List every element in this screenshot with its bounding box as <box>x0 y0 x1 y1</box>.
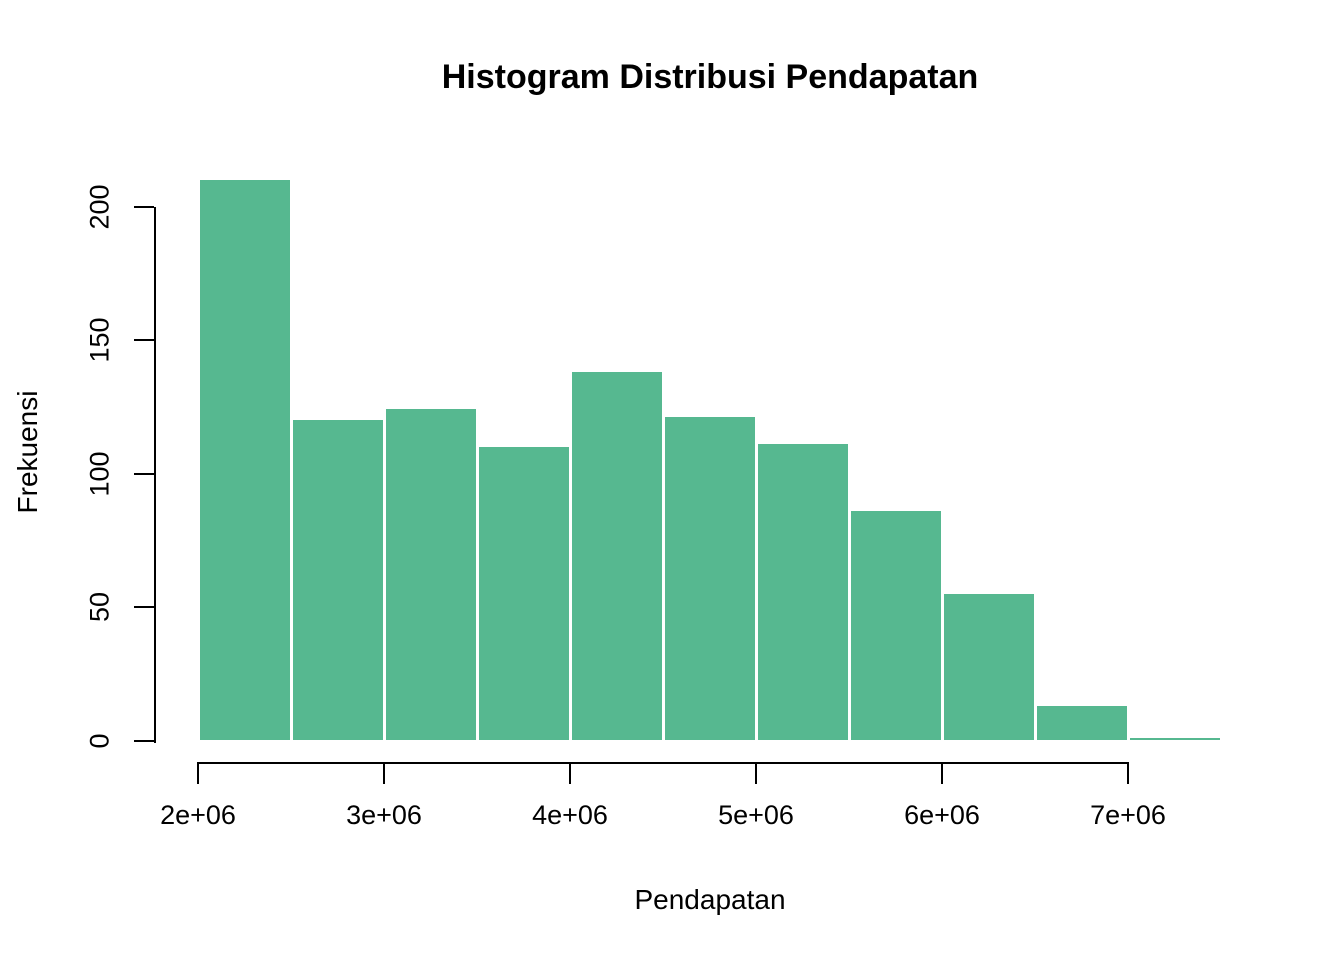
y-tick <box>134 606 154 608</box>
x-tick <box>197 764 199 784</box>
x-tick <box>755 764 757 784</box>
y-tick <box>134 339 154 341</box>
histogram-bar <box>1129 737 1220 741</box>
x-tick <box>941 764 943 784</box>
histogram-bar <box>571 372 662 741</box>
x-tick-label: 4e+06 <box>532 800 608 830</box>
histogram-bar <box>478 446 569 741</box>
x-axis-label: Pendapatan <box>634 884 786 915</box>
y-tick <box>134 739 154 742</box>
x-axis-line <box>197 762 1129 764</box>
histogram-bar <box>943 593 1034 741</box>
y-tick-label: 0 <box>84 732 115 749</box>
x-tick <box>1127 764 1129 784</box>
x-tick-label: 3e+06 <box>346 800 422 830</box>
x-tick-label: 6e+06 <box>904 800 980 830</box>
y-tick-label: 100 <box>84 450 115 497</box>
x-tick-label: 2e+06 <box>160 800 236 830</box>
histogram-bar <box>850 510 941 741</box>
y-axis-line <box>154 206 156 743</box>
y-tick-label: 150 <box>84 317 115 363</box>
histogram-bar <box>292 420 383 741</box>
x-tick-label: 5e+06 <box>718 800 794 830</box>
histogram-bar <box>199 179 290 741</box>
chart-title: Histogram Distribusi Pendapatan <box>441 58 979 96</box>
x-tick-label: 7e+06 <box>1090 800 1166 830</box>
histogram-bar <box>664 417 755 741</box>
y-tick-label: 50 <box>84 591 115 623</box>
x-tick <box>383 764 385 784</box>
y-axis-label: Frekuensi <box>12 390 43 514</box>
histogram-bar <box>385 409 476 741</box>
y-tick-label: 200 <box>84 183 115 230</box>
histogram-bar <box>757 444 848 741</box>
x-tick <box>569 764 571 784</box>
histogram-bar <box>1036 705 1127 741</box>
y-tick <box>134 205 154 208</box>
y-tick <box>134 472 154 475</box>
